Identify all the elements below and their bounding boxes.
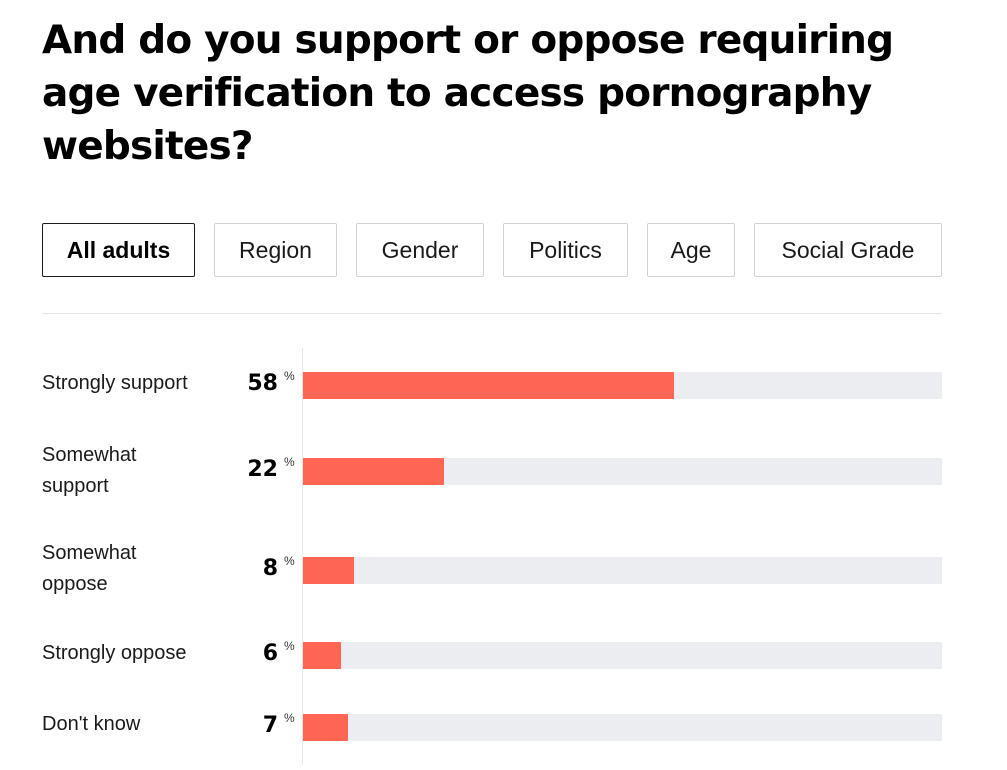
value-label: 8 (262, 556, 278, 581)
category-label-don-t-know: Don't know (42, 713, 141, 735)
percent-sign: % (284, 369, 295, 383)
chart-axis-line (302, 348, 303, 765)
bar-track (303, 642, 942, 669)
value-label: 6 (262, 641, 278, 666)
bar-strongly-oppose (303, 642, 342, 669)
category-label-strongly-oppose: Strongly oppose (42, 642, 187, 664)
tab-region[interactable]: Region (214, 223, 337, 277)
bar-somewhat-oppose (303, 557, 355, 584)
bar-track (303, 714, 942, 741)
value-label: 7 (262, 713, 278, 738)
value-label: 58 (247, 371, 278, 396)
percent-sign: % (284, 639, 295, 653)
value-label: 22 (247, 457, 278, 482)
bar-strongly-support (303, 372, 674, 399)
tab-all-adults[interactable]: All adults (42, 223, 195, 277)
percent-sign: % (284, 554, 295, 568)
bar-track (303, 458, 942, 485)
filter-tabs: All adults Region Gender Politics Age So… (42, 223, 942, 277)
tab-gender[interactable]: Gender (356, 223, 484, 277)
category-label-somewhat-oppose: Somewhat oppose (42, 542, 137, 595)
tab-age[interactable]: Age (647, 223, 735, 277)
tab-social-grade[interactable]: Social Grade (754, 223, 942, 277)
bar-don-t-know (303, 714, 348, 741)
bar-track (303, 557, 942, 584)
percent-sign: % (284, 455, 295, 469)
divider (42, 313, 942, 314)
question-title: And do you support or oppose requiring a… (42, 18, 894, 169)
bar-track (303, 372, 942, 399)
category-label-strongly-support: Strongly support (42, 372, 188, 394)
category-label-somewhat-support: Somewhat support (42, 444, 137, 497)
tab-politics[interactable]: Politics (503, 223, 628, 277)
bar-somewhat-support (303, 458, 444, 485)
percent-sign: % (284, 711, 295, 725)
